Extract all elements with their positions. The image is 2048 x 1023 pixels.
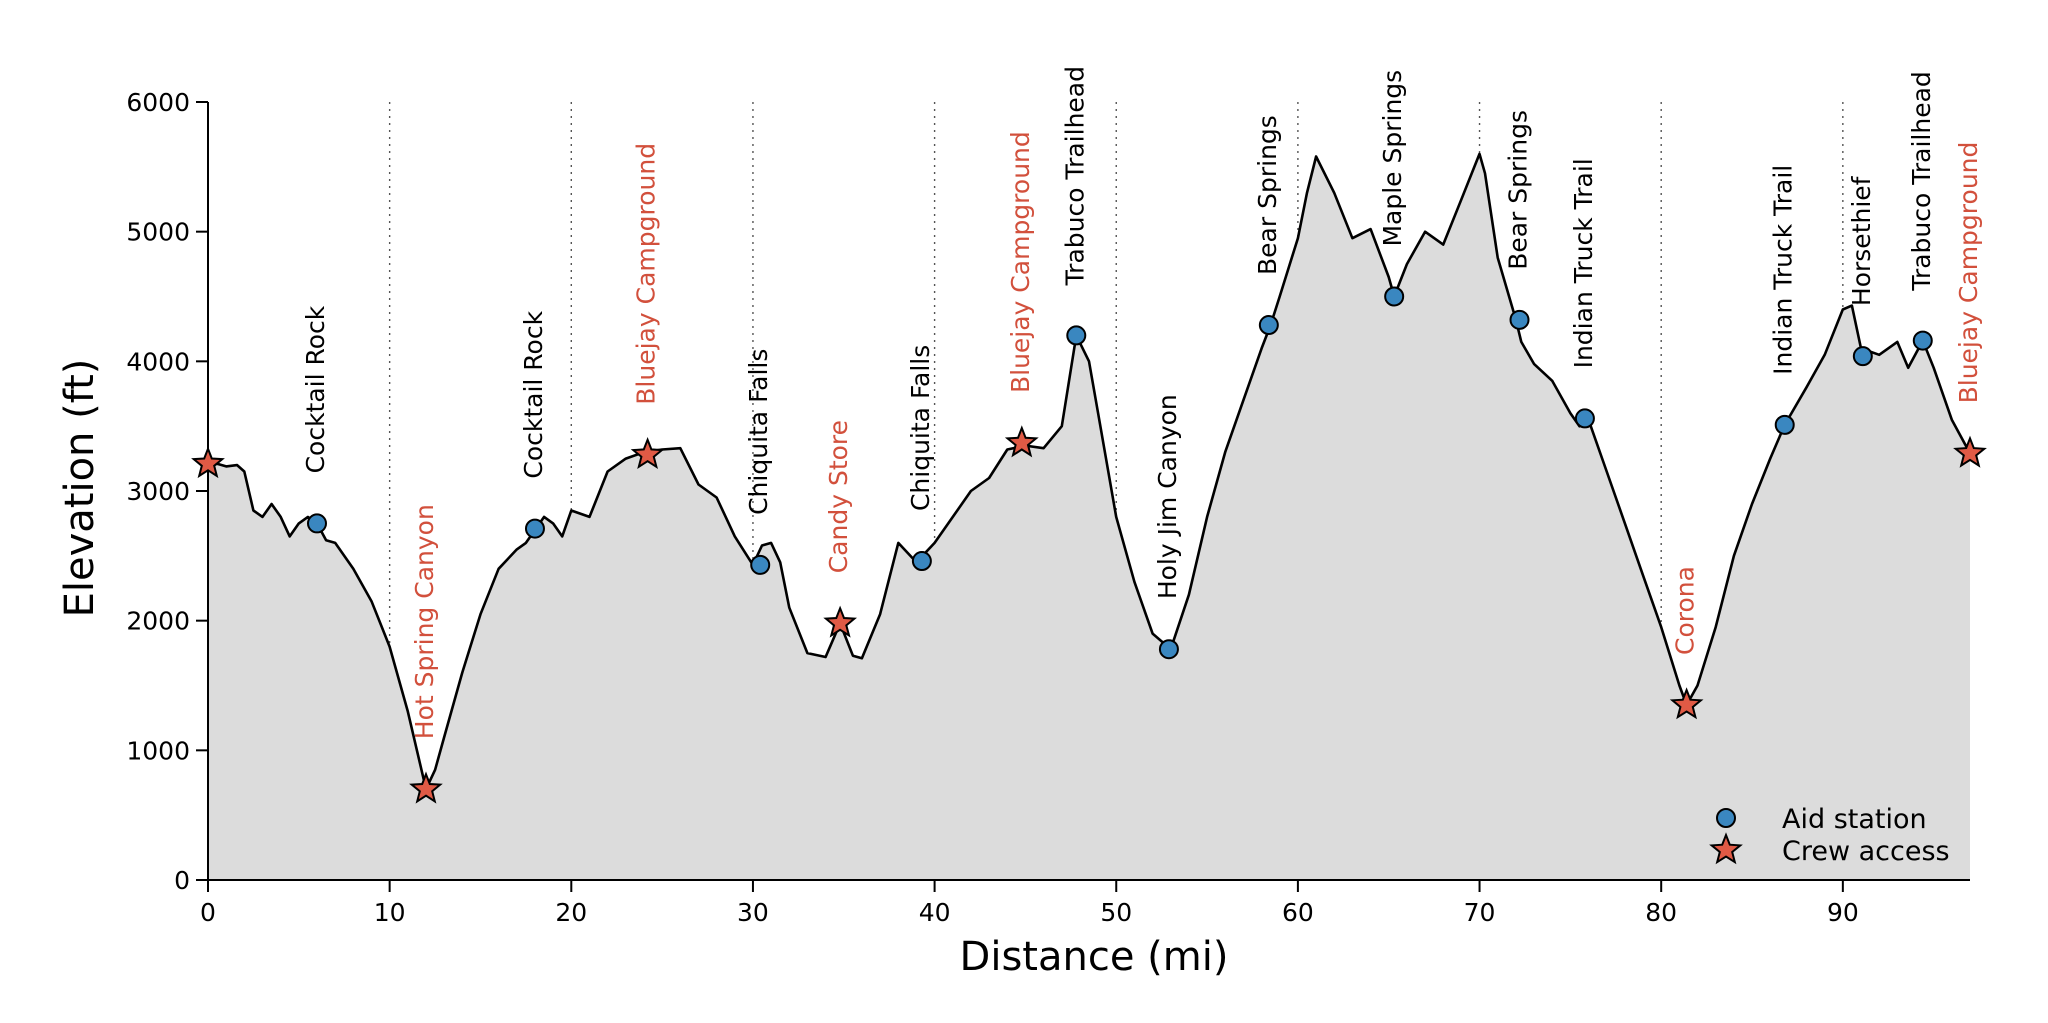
crew-access-label: Hot Spring Canyon — [410, 504, 439, 739]
aid-station-marker — [1066, 325, 1087, 346]
crew-access-label: Bluejay Campground — [1954, 142, 1983, 404]
aid-station-label: Horsethief — [1847, 175, 1876, 306]
y-tick-label: 0 — [174, 866, 190, 895]
crew-access-label: Candy Store — [824, 420, 853, 573]
x-tick-label: 50 — [1100, 898, 1132, 927]
aid-station-label: Indian Truck Trail — [1569, 158, 1598, 368]
aid-station-marker — [911, 551, 932, 572]
x-tick-label: 0 — [200, 898, 216, 927]
legend-aid-label: Aid station — [1782, 804, 1927, 835]
legend: Aid station Crew access — [1709, 804, 1950, 867]
x-tick-label: 20 — [555, 898, 587, 927]
aid-station-label: Chiquita Falls — [744, 349, 773, 515]
aid-station-label: Cocktail Rock — [301, 305, 330, 473]
aid-station-marker — [1158, 639, 1179, 660]
aid-station-label: Cocktail Rock — [519, 310, 548, 478]
station-labels: Cocktail Rock Cocktail Rock Chiquita Falls… — [301, 66, 1983, 739]
x-tick-label: 70 — [1464, 898, 1496, 927]
aid-station-label: Trabuco Trailhead — [1060, 66, 1089, 286]
legend-crew-label: Crew access — [1782, 836, 1950, 867]
x-tick-label: 90 — [1827, 898, 1859, 927]
y-tick-label: 3000 — [126, 477, 190, 506]
x-tick-label: 40 — [919, 898, 951, 927]
crew-access-label: Corona — [1671, 566, 1700, 655]
aid-station-marker — [524, 518, 545, 539]
crew-access-label: Bluejay Campground — [1006, 131, 1035, 393]
aid-station-label: Chiquita Falls — [906, 345, 935, 511]
y-axis-title: Elevation (ft) — [57, 359, 103, 618]
y-tick-label: 1000 — [126, 736, 190, 765]
aid-station-marker — [1774, 414, 1795, 435]
x-tick-label: 10 — [374, 898, 406, 927]
axes: 0 1000 2000 3000 4000 5000 6000 0 10 20 30 40 50 60 70… — [126, 88, 1970, 927]
x-axis-title: Distance (mi) — [960, 934, 1229, 980]
elevation-area-fill — [208, 153, 1970, 880]
y-tick-label: 6000 — [126, 88, 190, 117]
aid-station-label: Maple Springs — [1378, 70, 1407, 247]
crew-access-marker — [823, 605, 857, 638]
aid-station-label: Indian Truck Trail — [1769, 165, 1798, 375]
y-tick-label: 4000 — [126, 347, 190, 376]
aid-station-marker — [1384, 286, 1405, 307]
aid-station-marker — [306, 513, 327, 534]
aid-station-label: Bear Springs — [1504, 110, 1533, 270]
crew-access-marker — [1004, 425, 1039, 458]
crew-access-marker — [630, 436, 665, 470]
crew-access-marker — [1953, 435, 1987, 468]
y-tick-label: 5000 — [126, 218, 190, 247]
aid-station-marker — [750, 554, 771, 575]
crew-access-label: Bluejay Campground — [632, 143, 661, 405]
x-tick-label: 30 — [737, 898, 769, 927]
aid-station-label: Bear Springs — [1253, 115, 1282, 275]
aid-station-marker — [1912, 330, 1933, 351]
legend-crew-marker — [1709, 832, 1743, 865]
aid-station-marker — [1852, 346, 1873, 367]
legend-aid-marker — [1716, 808, 1736, 828]
aid-station-label: Trabuco Trailhead — [1907, 71, 1936, 291]
crew-access-marker — [409, 771, 443, 804]
crew-access-marker — [191, 446, 225, 479]
aid-station-marker — [1574, 408, 1595, 429]
aid-station-marker — [1258, 315, 1279, 336]
station-markers — [191, 286, 1987, 804]
x-tick-label: 60 — [1282, 898, 1314, 927]
aid-station-label: Holy Jim Canyon — [1153, 394, 1182, 599]
aid-station-marker — [1509, 309, 1530, 330]
crew-access-marker — [1669, 687, 1704, 720]
y-tick-label: 2000 — [126, 607, 190, 636]
x-tick-label: 80 — [1645, 898, 1677, 927]
